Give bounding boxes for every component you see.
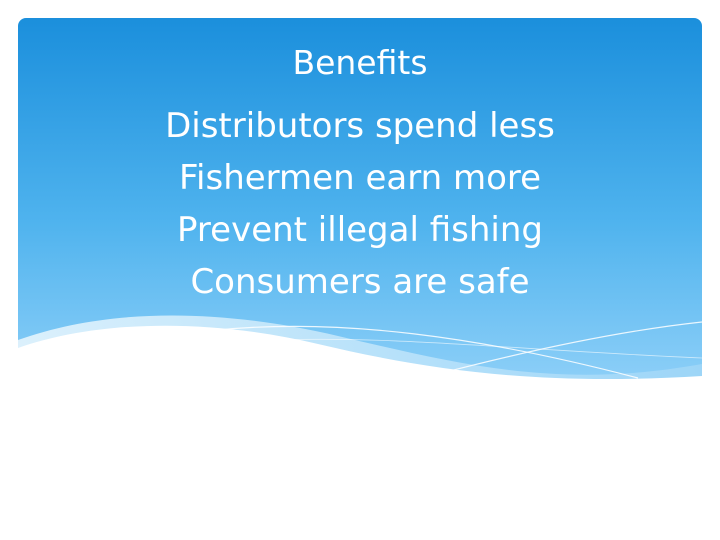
wave-line-2 xyxy=(437,321,702,375)
benefits-list: Distributors spend less Fishermen earn m… xyxy=(18,100,702,308)
benefit-item: Fishermen earn more xyxy=(178,158,542,198)
wave-line-3 xyxy=(277,338,702,359)
slide-title: Benefits xyxy=(292,43,428,82)
sky-banner xyxy=(18,18,702,388)
benefit-item: Distributors spend less xyxy=(165,106,555,146)
wave-background xyxy=(18,18,702,388)
wave-line-1 xyxy=(217,325,639,379)
white-wave xyxy=(18,325,702,388)
benefit-item: Consumers are safe xyxy=(190,262,530,302)
benefit-item: Prevent illegal fishing xyxy=(177,210,543,250)
